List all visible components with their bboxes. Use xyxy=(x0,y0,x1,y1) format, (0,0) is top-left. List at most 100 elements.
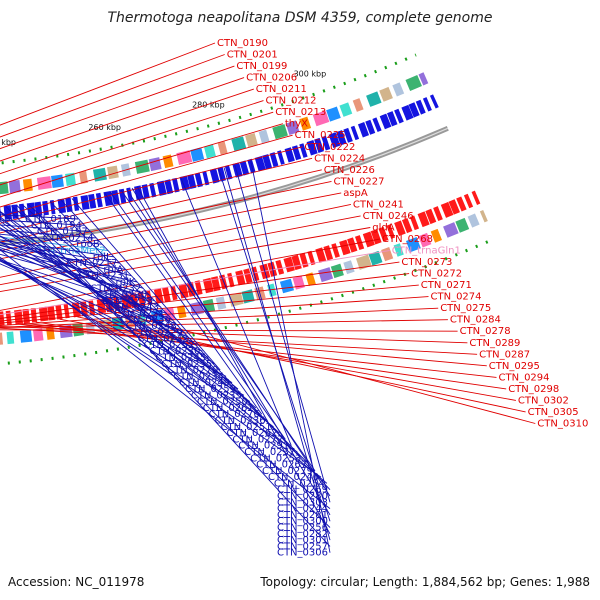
gene-label: CTN_0310 xyxy=(537,419,588,430)
reverse-strand-feature xyxy=(394,108,404,124)
cds-band-inner xyxy=(217,141,228,155)
cds-band-inner xyxy=(65,172,76,186)
gene-label: CTN_0244 xyxy=(277,504,328,515)
reverse-strand-feature xyxy=(387,111,398,127)
gene-leader-line xyxy=(112,310,536,424)
cds-band-outer xyxy=(176,305,187,319)
gene-leader-line xyxy=(0,250,390,316)
genome-backbone-highlight xyxy=(0,127,449,244)
cds-band-inner xyxy=(272,124,288,140)
forward-strand-feature xyxy=(463,193,474,209)
rna-gene-label: CTN_trnaGln1 xyxy=(392,246,461,257)
gene-leader-line xyxy=(60,199,331,491)
gene-leader-line xyxy=(180,177,292,446)
gene-leader-line xyxy=(0,241,132,277)
gene-label: CTN_0227 xyxy=(334,176,385,187)
gene-label: CTN_0261 xyxy=(203,403,254,414)
forward-strand-feature xyxy=(194,280,203,296)
cds-band-inner xyxy=(148,157,162,172)
forward-strand-feature xyxy=(417,211,430,228)
cds-band-inner xyxy=(258,129,270,144)
gene-leader-line xyxy=(0,214,79,220)
gene-label: CTN_0189 xyxy=(25,214,76,225)
cds-band-outer xyxy=(0,332,4,345)
reverse-strand-feature xyxy=(239,160,250,176)
reverse-strand-feature xyxy=(202,170,210,186)
gene-label: rpoB xyxy=(76,239,100,250)
reverse-strand-feature xyxy=(26,202,36,218)
reverse-strand-feature xyxy=(111,189,120,205)
reverse-strand-feature xyxy=(49,199,56,215)
forward-strand-feature xyxy=(471,190,481,205)
rna-gene-label: CTN_trnaMet2 xyxy=(35,246,106,257)
gene-label: CTN_0256 xyxy=(277,523,328,534)
cds-band-outer xyxy=(189,301,205,316)
cds-band-outer xyxy=(85,321,96,335)
gene-leader-line xyxy=(23,322,487,367)
cds-band-outer xyxy=(6,331,15,345)
forward-strand-feature xyxy=(202,277,214,294)
gene-label: CTN_0303 xyxy=(277,497,328,508)
forward-strand-feature xyxy=(456,196,467,212)
cds-band-inner xyxy=(22,178,33,192)
cds-band-inner xyxy=(176,150,193,165)
gene-leader-line xyxy=(59,318,516,401)
reverse-strand-feature xyxy=(269,152,279,168)
gene-leader-line xyxy=(0,250,138,283)
gene-label: CTN_0237 xyxy=(244,447,295,458)
reverse-strand-feature xyxy=(291,145,302,161)
cds-band-outer xyxy=(393,243,404,257)
reverse-strand-feature xyxy=(254,155,266,172)
gene-label: CTN_0278 xyxy=(460,326,511,337)
gene-leader-line xyxy=(5,206,331,528)
gene-label: CTN_0277 xyxy=(232,434,283,445)
gene-leader-line xyxy=(0,319,448,329)
cds-band-outer xyxy=(368,250,383,266)
reverse-strand-feature xyxy=(141,184,150,199)
cds-band-inner xyxy=(366,91,382,107)
reverse-strand-feature xyxy=(209,168,220,184)
gene-leader-line xyxy=(0,235,209,358)
gene-label: gldA xyxy=(372,223,394,234)
cds-band-inner xyxy=(312,110,330,127)
cds-band-inner xyxy=(134,159,150,174)
gene-leader-line xyxy=(0,180,332,252)
cds-band-inner xyxy=(339,102,353,117)
forward-strand-feature xyxy=(275,259,285,275)
gene-leader-line xyxy=(0,253,150,296)
cds-band-inner xyxy=(285,120,300,136)
cds-band-inner xyxy=(379,86,393,102)
gene-label: CTN_0250 xyxy=(197,397,248,408)
gene-label: CTN_0252 xyxy=(143,340,194,351)
gene-label: CTN_0305 xyxy=(528,407,579,418)
forward-strand-feature xyxy=(178,283,189,299)
gene-label: CTN_0235 xyxy=(191,390,242,401)
gene-label: CTN_0282 xyxy=(277,529,328,540)
gene-leader-line xyxy=(0,296,429,326)
gene-label: CTN_0284 xyxy=(450,315,501,326)
forward-strand-feature xyxy=(401,217,413,234)
gene-label: CTN_0291 xyxy=(238,441,289,452)
forward-strand-feature xyxy=(386,224,396,239)
gene-label: CTN_0245 xyxy=(155,353,206,364)
gene-label: CTN_0199 xyxy=(236,61,287,72)
gene-label: CTN_0306 xyxy=(277,548,328,559)
gene-leader-line xyxy=(0,157,313,234)
cds-band-outer xyxy=(228,292,244,307)
cds-band-outer xyxy=(381,247,394,262)
forward-strand-feature xyxy=(370,229,382,245)
cds-band-inner xyxy=(326,106,341,122)
gene-label: CTN_0226 xyxy=(324,165,375,176)
gene-label: CTN_0217 xyxy=(66,258,117,269)
reverse-strand-feature xyxy=(415,99,426,115)
cds-band-inner xyxy=(231,136,247,152)
gene-label: CTN_0275 xyxy=(440,303,491,314)
gene-leader-line xyxy=(0,244,144,289)
gene-leader-line xyxy=(0,210,215,365)
reverse-strand-feature xyxy=(262,154,273,170)
tick-label: 280 kbp xyxy=(192,100,225,109)
cds-band-outer xyxy=(406,236,421,253)
reverse-strand-feature xyxy=(187,173,197,190)
reverse-strand-feature xyxy=(336,130,347,146)
gene-label: CTN_0249 xyxy=(179,378,230,389)
